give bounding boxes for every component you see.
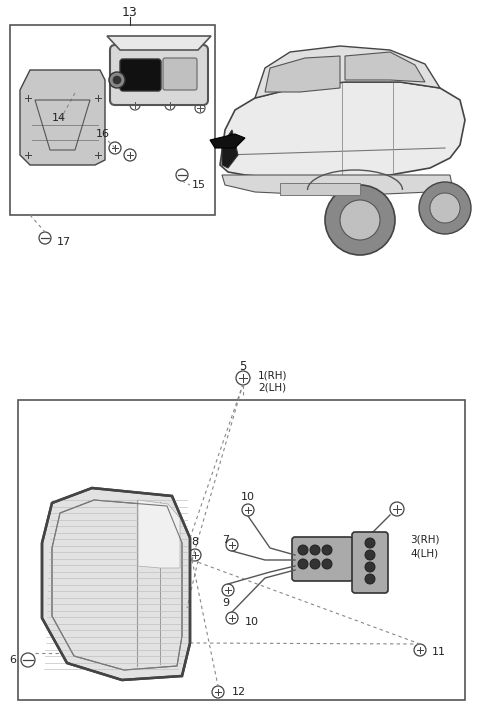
Circle shape [113,76,121,84]
Text: 10: 10 [241,492,255,502]
Bar [280,183,360,195]
Circle shape [365,574,375,584]
FancyBboxPatch shape [120,59,161,91]
Text: 10: 10 [245,617,259,627]
Polygon shape [345,52,425,82]
Circle shape [419,182,471,234]
Polygon shape [255,46,440,98]
Polygon shape [222,130,238,168]
Text: 13: 13 [122,6,138,19]
Polygon shape [138,500,180,568]
Circle shape [298,545,308,555]
Text: 6: 6 [9,655,16,665]
FancyBboxPatch shape [352,532,388,593]
Polygon shape [222,175,452,196]
Text: 4(LH): 4(LH) [410,548,438,558]
Text: 12: 12 [232,687,246,697]
Bar [18,400,465,700]
Polygon shape [265,56,340,92]
Circle shape [322,545,332,555]
Text: 11: 11 [432,647,446,657]
Text: 3(RH): 3(RH) [410,535,440,545]
Polygon shape [220,82,465,178]
Text: 16: 16 [96,129,110,139]
Bar [10,25,215,215]
Circle shape [310,545,320,555]
Text: 17: 17 [57,237,71,247]
Circle shape [365,562,375,572]
Text: 15: 15 [192,180,206,190]
Circle shape [340,200,380,240]
Text: 7: 7 [222,535,229,545]
Text: 14: 14 [52,113,66,123]
Circle shape [322,559,332,569]
Polygon shape [107,36,211,50]
Text: 2(LH): 2(LH) [258,383,286,393]
Polygon shape [20,70,105,165]
FancyBboxPatch shape [110,45,208,105]
Circle shape [310,559,320,569]
Circle shape [109,72,125,88]
Circle shape [365,538,375,548]
Polygon shape [42,488,190,680]
FancyBboxPatch shape [292,537,353,581]
Text: 9: 9 [222,598,229,608]
Circle shape [430,193,460,223]
Text: 8: 8 [192,537,199,547]
Text: 1(RH): 1(RH) [258,370,288,380]
Circle shape [325,185,395,255]
FancyBboxPatch shape [163,58,197,90]
Circle shape [365,550,375,560]
Circle shape [298,559,308,569]
Polygon shape [210,134,245,148]
Text: 5: 5 [240,360,247,373]
